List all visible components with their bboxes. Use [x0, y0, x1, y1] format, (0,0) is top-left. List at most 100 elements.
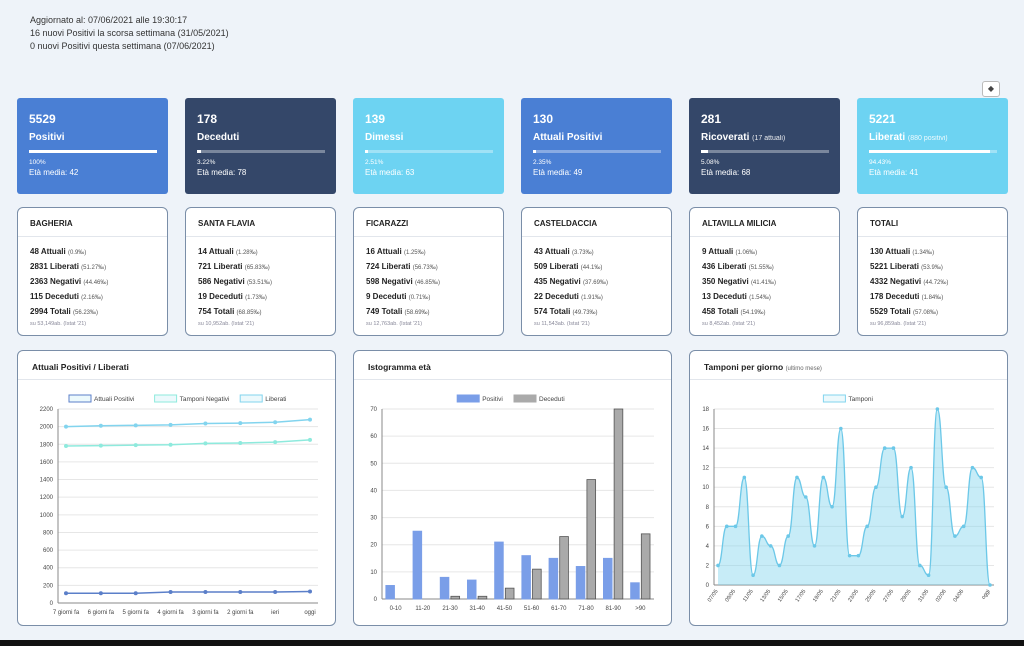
stat-label-text: Attuali Positivi [533, 132, 603, 143]
town-row-value: 5221 Liberati [870, 262, 919, 271]
x-tick-label: 0-10 [390, 606, 403, 612]
town-row-value: 598 Negativi [366, 277, 413, 286]
diamond-icon: ◆ [987, 84, 995, 93]
town-row-value: 458 Totali [702, 307, 739, 316]
histogram-title: Istogramma età [354, 351, 671, 380]
x-tick-label: 23/05 [847, 589, 860, 604]
x-tick-label: 11/05 [742, 589, 755, 603]
legend-swatch [456, 394, 480, 403]
data-point [839, 426, 843, 431]
data-point [98, 423, 103, 428]
stat-value: 281 [701, 112, 722, 126]
stat-extra: (17 attuali) [752, 135, 786, 142]
y-tick-label: 40 [370, 488, 377, 494]
data-point [273, 589, 278, 594]
legend-swatch [822, 394, 846, 403]
data-point [133, 443, 138, 448]
town-row-ratio: (1.91‰) [581, 295, 603, 301]
town-row: 22 Deceduti (1.91‰) [534, 290, 659, 305]
stat-card-attuali-positivi[interactable]: 130 Attuali Positivi 2.35% Età media: 49 [521, 98, 672, 194]
stat-age: Età media: 68 [701, 168, 751, 177]
y-tick-label: 1000 [40, 513, 54, 519]
line-chart: 0 200 400 600 800 1000 1200 1400 1600 1800 2000 220… [40, 394, 318, 616]
town-row: 5529 Totali (57.08‰) [870, 305, 995, 320]
town-row-ratio: (0.71‰) [408, 295, 431, 301]
stat-card-positivi[interactable]: 5529 Positivi 100% Età media: 42 [17, 98, 168, 194]
series-line [65, 439, 311, 447]
x-tick-label: 21-30 [442, 606, 458, 612]
line-chart-title: Attuali Positivi / Liberati [18, 351, 335, 380]
data-point [203, 421, 208, 426]
x-tick-label: 71-80 [578, 606, 594, 612]
town-rows: 130 Attuali (1.34‰) 5221 Liberati (53.9‰)… [858, 237, 1007, 329]
x-tick-label: 31/05 [917, 589, 930, 604]
town-row-ratio: (1.25‰) [403, 250, 426, 256]
town-row: 350 Negativi (41.41‰) [702, 275, 827, 290]
data-point [308, 437, 312, 442]
bar-positivi [467, 579, 477, 600]
x-tick-label: 07/05 [707, 589, 720, 604]
town-row: 574 Totali (49.73‰) [534, 305, 659, 320]
stat-age: Età media: 42 [29, 168, 79, 177]
stat-card-dimessi[interactable]: 139 Dimessi 2.51% Età media: 63 [353, 98, 504, 194]
town-row: 9 Deceduti (0.71‰) [366, 290, 491, 305]
town-row-ratio: (53.51‰) [246, 280, 272, 286]
town-row-ratio: (51.55‰) [748, 265, 774, 271]
stat-progress-fill [869, 150, 990, 153]
y-tick-label: 400 [43, 566, 54, 572]
town-row: 749 Totali (58.69‰) [366, 305, 491, 320]
stat-percent: 94.43% [869, 159, 892, 166]
x-tick-label: 15/05 [777, 589, 790, 604]
town-row-ratio: (1.54‰) [749, 295, 771, 301]
y-tick-label: 2000 [40, 425, 54, 431]
stat-percent: 3.22% [197, 159, 216, 166]
y-tick-label: 600 [43, 548, 54, 554]
data-point [308, 417, 312, 422]
data-point [168, 589, 173, 594]
y-tick-label: 8 [706, 505, 710, 511]
data-point [716, 563, 720, 568]
town-row-value: 509 Liberati [534, 262, 579, 271]
data-point [168, 442, 173, 447]
tamponi-title-text: Tamponi per giorno [704, 362, 784, 372]
town-row-value: 115 Deceduti [30, 292, 79, 301]
data-point [944, 485, 948, 490]
data-point [918, 563, 922, 568]
stat-progress-fill [533, 150, 536, 153]
bar-positivi [521, 555, 531, 600]
town-population: su 12,763ab. (Istat '21) [366, 321, 423, 327]
stat-card-deceduti[interactable]: 178 Deceduti 3.22% Età media: 78 [185, 98, 336, 194]
stat-age: Età media: 41 [869, 168, 919, 177]
y-tick-label: 20 [370, 543, 377, 549]
stat-card-liberati[interactable]: 5221 Liberati (880 positivi) 94.43% Età med… [857, 98, 1008, 194]
bar-positivi [385, 585, 395, 600]
town-rows: 43 Attuali (3.73‰) 509 Liberati (44.1‰) 43… [522, 237, 671, 329]
data-point [795, 475, 799, 480]
town-row: 598 Negativi (46.85‰) [366, 275, 491, 290]
town-row: 5221 Liberati (53.9‰) [870, 260, 995, 275]
data-point [874, 485, 878, 490]
histogram-chart: 0 10 20 30 40 50 60 70 0-10 11-20 21-30 31-40 41-50 5… [370, 394, 654, 612]
town-card-altavilla-milicia: ALTAVILLA MILICIA 9 Attuali (1.06‰) 436 Li… [689, 207, 840, 336]
stat-value: 5221 [869, 112, 896, 126]
town-rows: 48 Attuali (0.9‰) 2831 Liberati (51.27‰) 2… [18, 237, 167, 329]
stat-label: Dimessi [365, 132, 492, 143]
town-row-value: 16 Attuali [366, 247, 402, 256]
town-row-ratio: (56.23‰) [73, 310, 99, 316]
y-tick-label: 2200 [40, 407, 54, 413]
theme-toggle-button[interactable]: ◆ [982, 81, 1000, 97]
data-point [273, 440, 278, 445]
data-point [64, 424, 68, 429]
town-row-value: 19 Deceduti [198, 292, 243, 301]
y-tick-label: 1400 [40, 478, 54, 484]
y-tick-label: 1800 [40, 442, 54, 448]
x-tick-label: 17/05 [795, 589, 808, 604]
town-rows: 16 Attuali (1.25‰) 724 Liberati (56.73‰) 5… [354, 237, 503, 329]
town-row: 2831 Liberati (51.27‰) [30, 260, 155, 275]
town-rows: 9 Attuali (1.06‰) 436 Liberati (51.55‰) 35… [690, 237, 839, 329]
stat-progress-bar [533, 150, 661, 153]
stat-card-ricoverati[interactable]: 281 Ricoverati (17 attuali) 5.08% Età media… [689, 98, 840, 194]
y-tick-label: 70 [370, 407, 377, 413]
stat-progress-bar [701, 150, 829, 153]
data-point [98, 591, 103, 596]
